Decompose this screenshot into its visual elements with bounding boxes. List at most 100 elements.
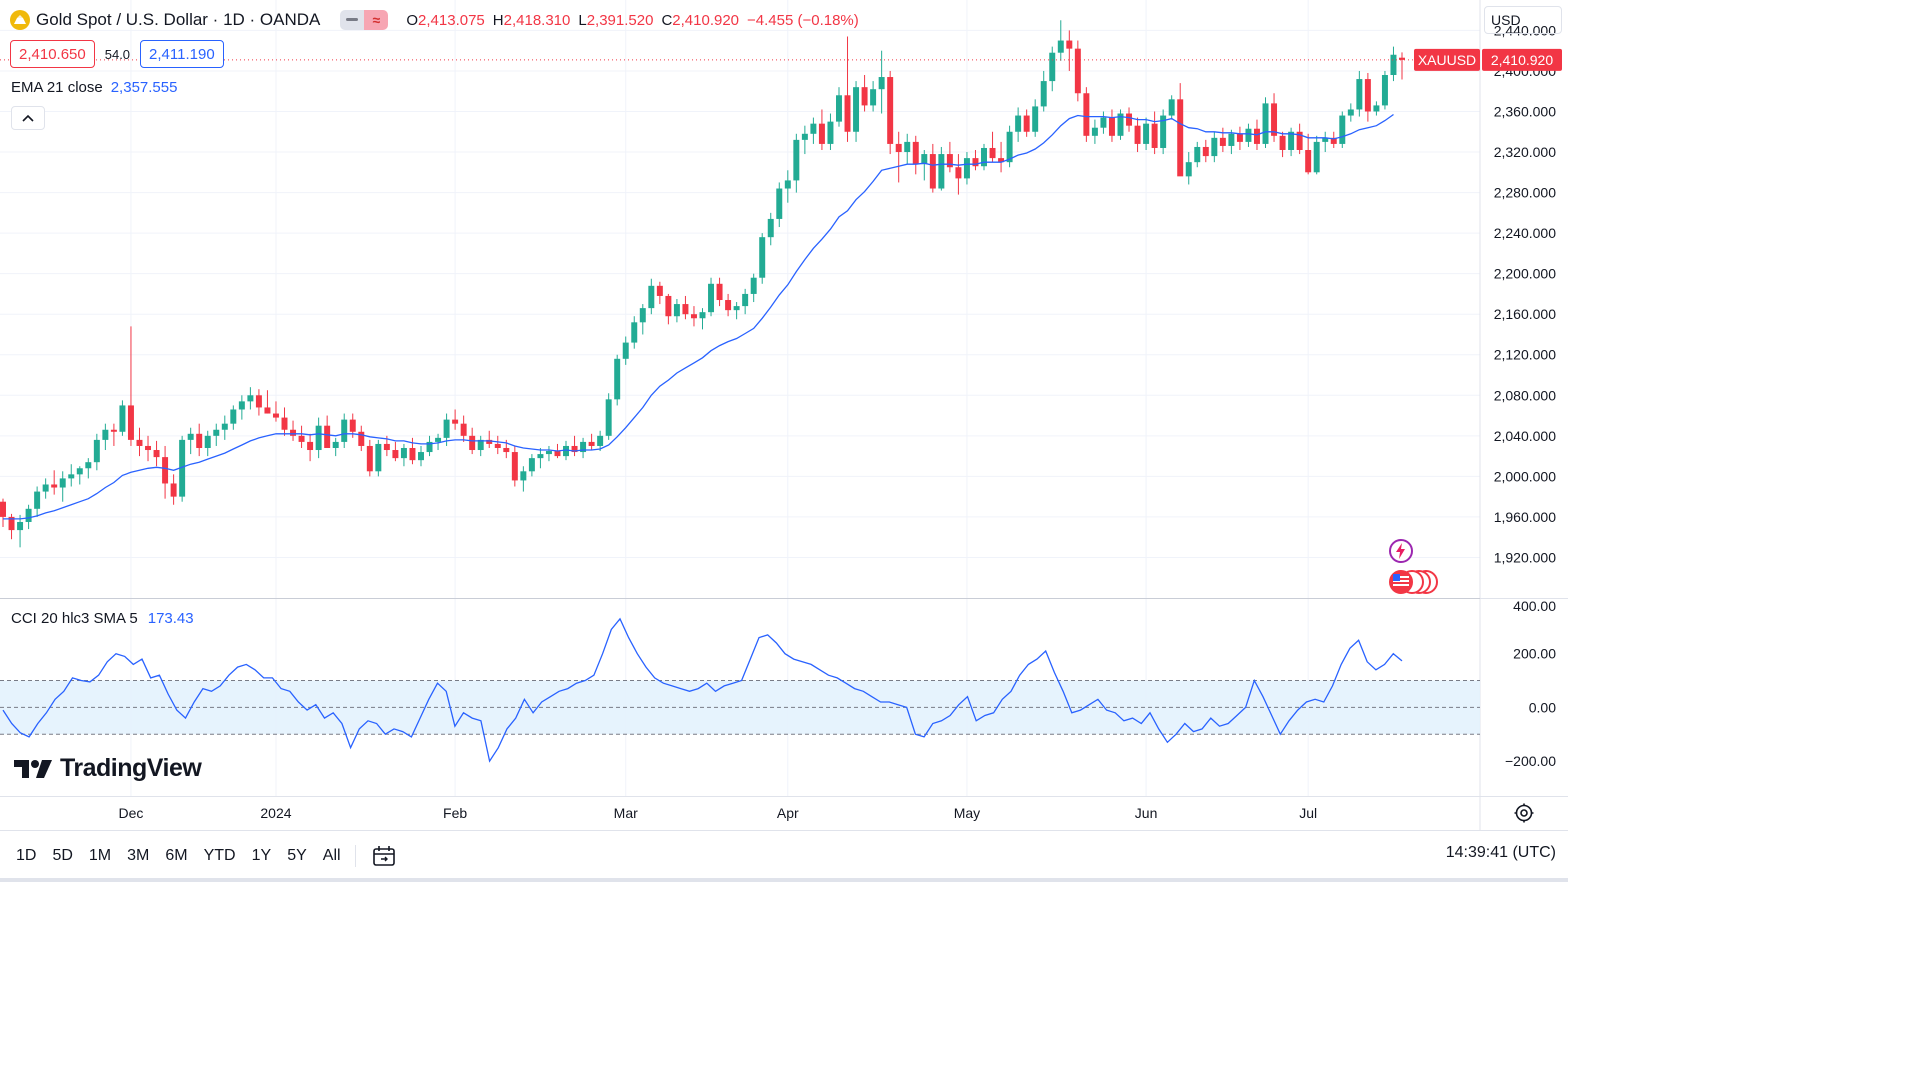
candle	[912, 135, 919, 175]
candle-body	[1305, 150, 1312, 173]
candle-body	[162, 457, 169, 484]
buy-button[interactable]: 2,411.190	[140, 40, 224, 68]
candle-body	[870, 89, 877, 106]
candle-body	[844, 95, 851, 132]
candle-body	[1032, 106, 1039, 132]
candle	[307, 433, 314, 462]
candle	[17, 514, 24, 548]
candle-body	[929, 154, 936, 189]
price-tick-label: 2,160.000	[1494, 306, 1556, 322]
candle	[844, 36, 851, 142]
ema-legend[interactable]: EMA 21 close 2,357.555	[11, 79, 177, 96]
candle	[614, 354, 621, 406]
price-tick-label: 2,120.000	[1494, 347, 1556, 363]
price-tick-label: 2,440.000	[1494, 22, 1556, 38]
candle	[272, 401, 279, 422]
candle	[1032, 99, 1039, 137]
candle-body	[1253, 128, 1260, 144]
timeframe-all[interactable]: All	[322, 847, 341, 864]
candle-body	[272, 413, 279, 418]
candle-body	[494, 443, 501, 448]
calendar-range-icon[interactable]	[364, 842, 404, 870]
candle	[648, 278, 655, 315]
cci-legend[interactable]: CCI 20 hlc3 SMA 5 173.43	[11, 610, 194, 627]
ohlc-high: H2,418.310	[492, 11, 571, 29]
chart-canvas[interactable]: 1,920.000 1,960.000 2,000.000 2,040.000 2,08…	[0, 0, 1568, 882]
timeframe-1m[interactable]: 1M	[88, 847, 112, 864]
candle-body	[639, 308, 646, 323]
timeframe-3m[interactable]: 3M	[127, 847, 150, 864]
candle-body	[955, 167, 962, 179]
candles	[0, 20, 1405, 548]
candle-body	[1211, 137, 1218, 157]
candle	[1228, 129, 1235, 155]
candle	[25, 504, 32, 530]
currency-selector[interactable]: USD	[1484, 6, 1562, 34]
symbol-title[interactable]: Gold Spot / U.S. Dollar · 1D · OANDA	[36, 10, 321, 29]
candle-body	[1177, 99, 1184, 177]
collapse-legend-button[interactable]	[11, 106, 45, 130]
candle	[597, 430, 604, 452]
timeframe-5y[interactable]: 5Y	[287, 847, 307, 864]
candle-body	[1049, 52, 1056, 82]
candle-body	[1262, 103, 1269, 144]
timeframe-6m[interactable]: 6M	[165, 847, 188, 864]
candle	[204, 430, 211, 457]
candle	[1057, 20, 1064, 61]
candle	[537, 447, 544, 469]
candle-body	[1185, 162, 1192, 177]
candle	[1006, 125, 1013, 168]
approx-icon[interactable]: ≈	[364, 10, 389, 30]
candle-body	[1083, 93, 1090, 136]
timeframe-1d[interactable]: 1D	[16, 847, 37, 864]
candle	[895, 131, 902, 183]
candle	[1373, 101, 1380, 116]
candle-body	[119, 405, 126, 432]
tradingview-logo[interactable]: TradingView	[14, 754, 202, 783]
timeframe-ytd[interactable]: YTD	[203, 847, 236, 864]
candle	[656, 281, 663, 305]
candle-body	[1330, 137, 1337, 144]
candle	[0, 498, 6, 528]
candle-body	[230, 409, 237, 424]
candle	[452, 409, 459, 430]
candle	[358, 425, 365, 452]
candle-body	[332, 441, 339, 448]
utc-clock[interactable]: 14:39:41 (UTC)	[1445, 844, 1556, 861]
candle	[725, 293, 732, 317]
lightning-icon[interactable]	[1388, 538, 1414, 569]
gear-icon[interactable]	[1513, 802, 1535, 824]
market-status-toggle[interactable]: ≈	[340, 10, 389, 30]
candle	[477, 435, 484, 457]
timeframe-5d[interactable]: 5D	[52, 847, 73, 864]
candle	[938, 146, 945, 191]
candle-body	[622, 342, 629, 359]
tradingview-logo-icon	[14, 759, 52, 778]
candle-body	[912, 141, 919, 165]
candle	[1083, 87, 1090, 142]
candle-body	[801, 133, 808, 140]
candle-body	[443, 419, 450, 438]
candle-body	[358, 431, 365, 446]
candle-body	[742, 293, 749, 307]
price-axis-labels[interactable]: 1,920.000 1,960.000 2,000.000 2,040.000 2,08…	[1494, 22, 1556, 565]
cci-axis-labels[interactable]: −200.00 0.00 200.00 400.00	[1505, 598, 1556, 769]
candle-body	[725, 300, 732, 311]
timeframe-1y[interactable]: 1Y	[251, 847, 272, 864]
candle-body	[1347, 109, 1354, 116]
candle	[264, 390, 271, 414]
candle-body	[836, 95, 842, 122]
us-flag-icon[interactable]	[1388, 568, 1440, 601]
candle	[196, 423, 203, 457]
cci-polyline	[2, 617, 1403, 763]
candle-body	[511, 452, 518, 481]
candle-body	[452, 419, 459, 424]
minus-icon[interactable]	[340, 10, 365, 30]
candle	[673, 299, 680, 323]
time-axis-labels[interactable]: Dec 2024 Feb Mar Apr May Jun Jul	[119, 805, 1318, 821]
price-tick-label: 2,360.000	[1494, 103, 1556, 119]
sell-button[interactable]: 2,410.650	[10, 40, 95, 68]
candle	[1339, 111, 1346, 148]
candle	[699, 308, 706, 330]
candle-body	[460, 423, 467, 436]
